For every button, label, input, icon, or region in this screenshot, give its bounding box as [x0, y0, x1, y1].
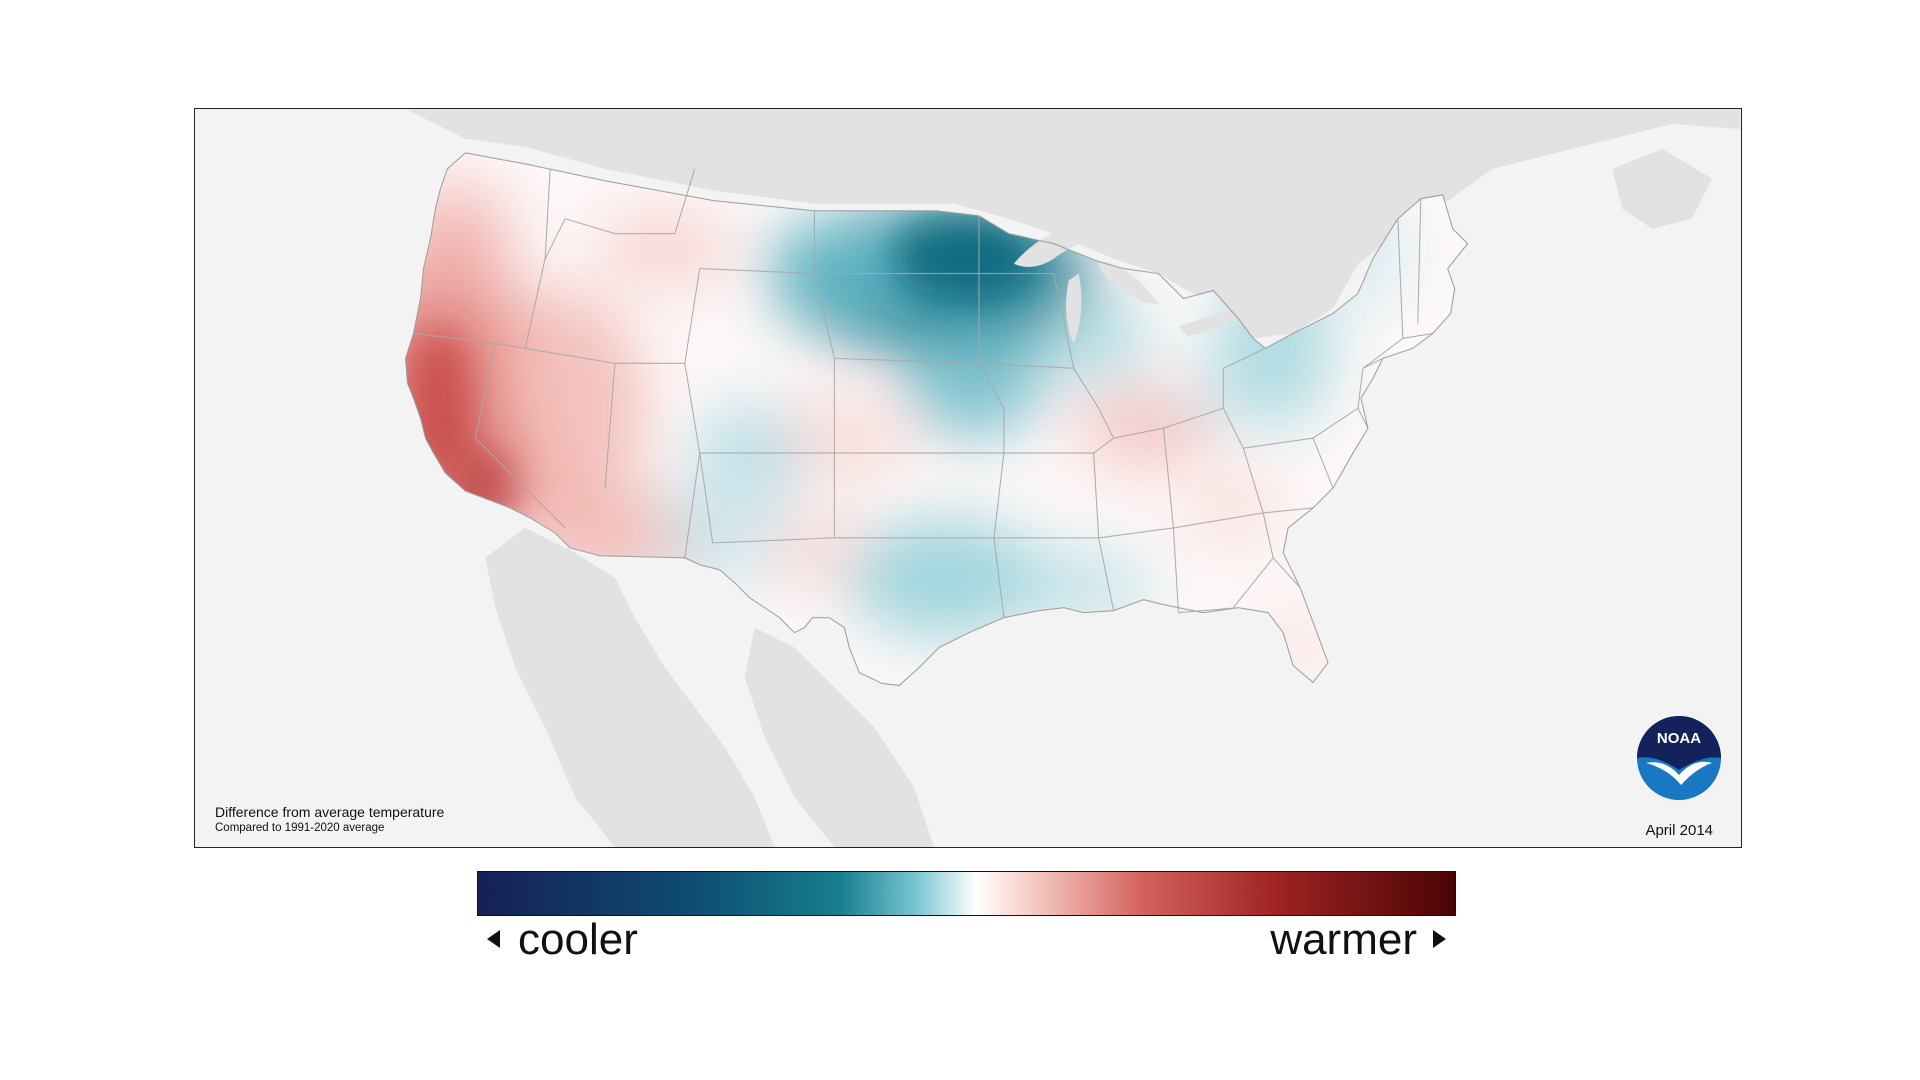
anomaly-field [405, 152, 1468, 686]
great-lakes [1013, 223, 1324, 344]
legend-cooler-label: cooler [518, 915, 638, 964]
color-scale-bar [477, 871, 1456, 916]
state-boundaries [405, 152, 1469, 686]
noaa-logo: NOAA [1636, 715, 1722, 801]
right-arrow-icon [1433, 930, 1446, 949]
legend-warmer-label: warmer [1270, 915, 1417, 964]
map-caption: Difference from average temperature Comp… [215, 804, 444, 834]
map-date: April 2014 [1645, 822, 1713, 839]
legend-cooler: cooler [487, 915, 638, 965]
noaa-logo-text: NOAA [1657, 730, 1701, 747]
left-arrow-icon [487, 930, 500, 949]
us-map-svg [405, 109, 1740, 847]
caption-subtitle: Compared to 1991-2020 average [215, 822, 385, 834]
caption-title: Difference from average temperature [215, 804, 445, 820]
legend-warmer: warmer [1270, 915, 1446, 965]
temperature-anomaly-map: Difference from average temperature Comp… [194, 108, 1742, 848]
